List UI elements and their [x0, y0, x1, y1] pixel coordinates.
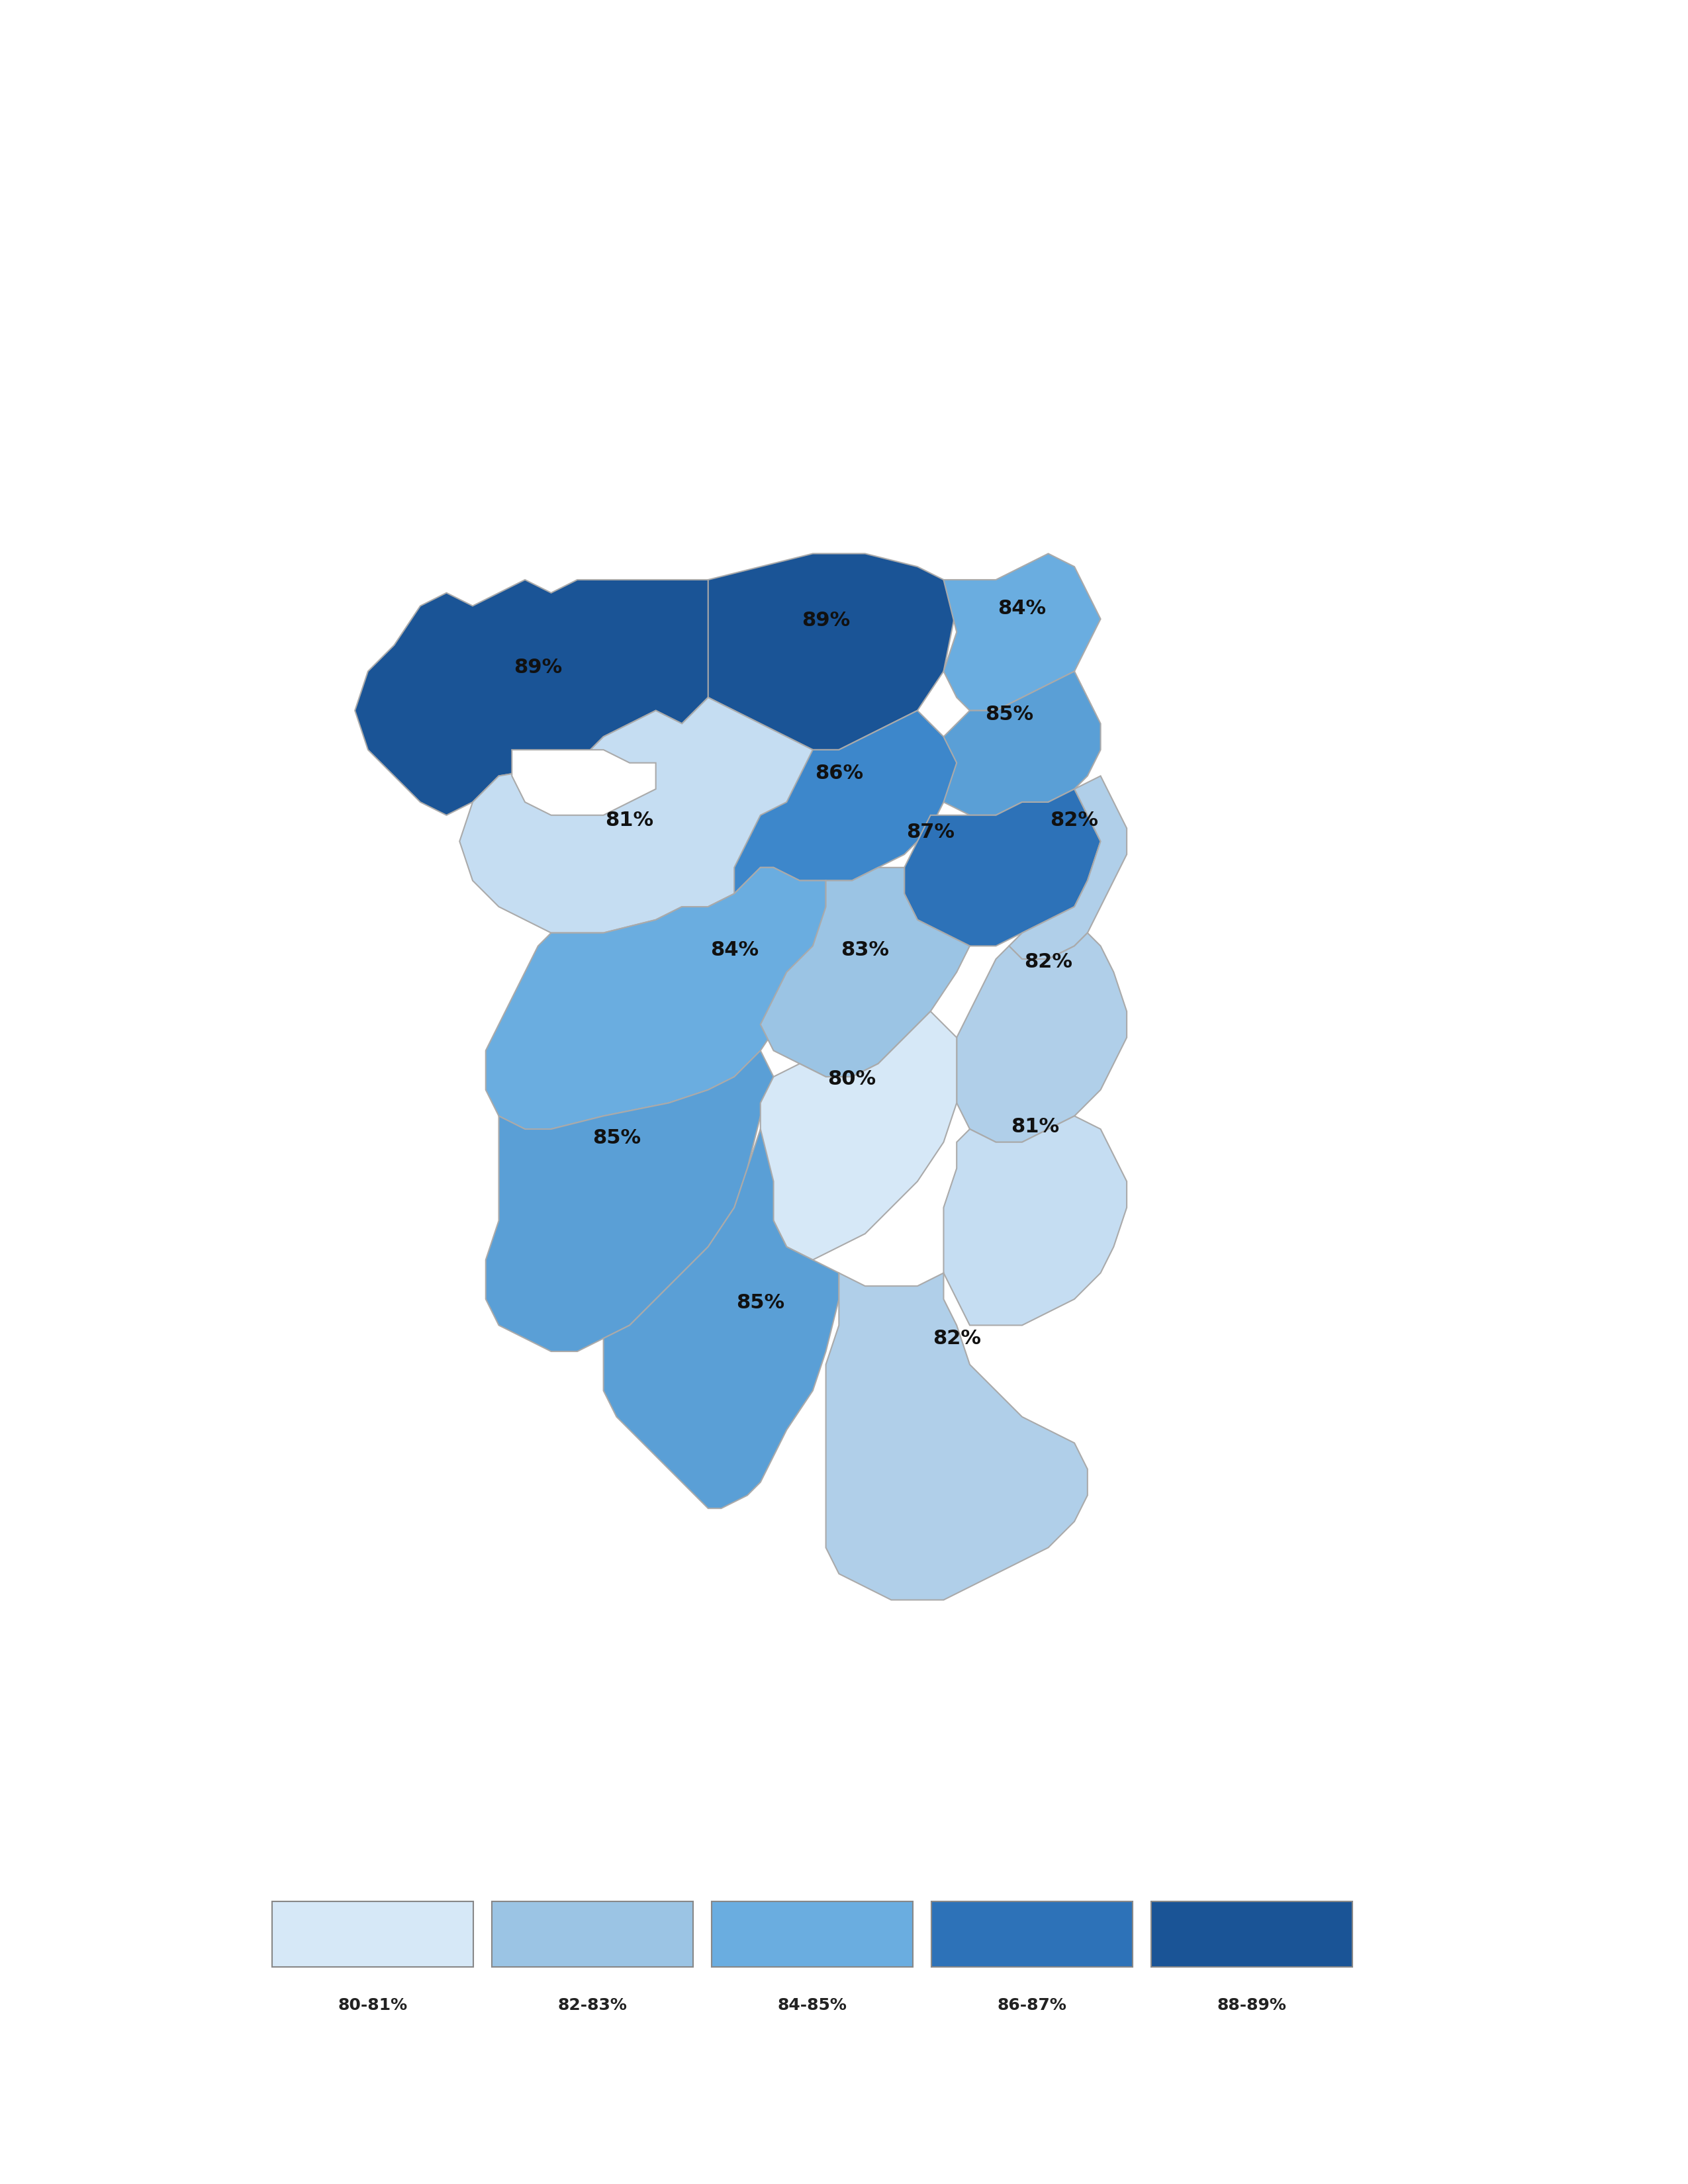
- Text: 85%: 85%: [984, 705, 1033, 725]
- Text: 89%: 89%: [513, 657, 562, 677]
- Polygon shape: [707, 553, 957, 749]
- Polygon shape: [486, 1051, 773, 1352]
- Polygon shape: [511, 749, 655, 815]
- Polygon shape: [905, 788, 1101, 946]
- FancyBboxPatch shape: [1151, 1900, 1352, 1968]
- FancyBboxPatch shape: [272, 1900, 473, 1968]
- Text: 80%: 80%: [827, 1070, 876, 1090]
- Polygon shape: [944, 1116, 1128, 1326]
- Polygon shape: [604, 1129, 839, 1509]
- Polygon shape: [944, 553, 1101, 710]
- Polygon shape: [930, 670, 1101, 815]
- FancyBboxPatch shape: [932, 1900, 1133, 1968]
- Polygon shape: [459, 697, 814, 933]
- Text: 86-87%: 86-87%: [998, 1996, 1067, 2014]
- Polygon shape: [825, 1273, 1087, 1601]
- Text: 82%: 82%: [932, 1328, 981, 1348]
- Text: 85%: 85%: [736, 1293, 785, 1313]
- Polygon shape: [734, 710, 957, 893]
- Text: 86%: 86%: [815, 764, 863, 782]
- Polygon shape: [760, 867, 969, 1077]
- Text: 81%: 81%: [1011, 1116, 1060, 1136]
- Text: 82%: 82%: [1050, 810, 1099, 830]
- Text: 82-83%: 82-83%: [557, 1996, 626, 2014]
- Text: 82%: 82%: [1025, 952, 1072, 972]
- Text: 85%: 85%: [592, 1129, 641, 1149]
- Polygon shape: [1009, 775, 1128, 959]
- Text: 80-81%: 80-81%: [338, 1996, 407, 2014]
- Text: 89%: 89%: [802, 612, 851, 629]
- Text: 81%: 81%: [606, 810, 653, 830]
- Text: 87%: 87%: [906, 823, 955, 841]
- Polygon shape: [957, 933, 1128, 1142]
- Text: 88-89%: 88-89%: [1217, 1996, 1286, 2014]
- Text: 84%: 84%: [711, 941, 758, 959]
- FancyBboxPatch shape: [712, 1900, 913, 1968]
- Polygon shape: [760, 1011, 957, 1260]
- Text: 83%: 83%: [841, 941, 890, 959]
- Text: 84-85%: 84-85%: [778, 1996, 847, 2014]
- Polygon shape: [486, 867, 825, 1129]
- Text: 84%: 84%: [998, 598, 1047, 618]
- FancyBboxPatch shape: [491, 1900, 692, 1968]
- Polygon shape: [354, 579, 734, 815]
